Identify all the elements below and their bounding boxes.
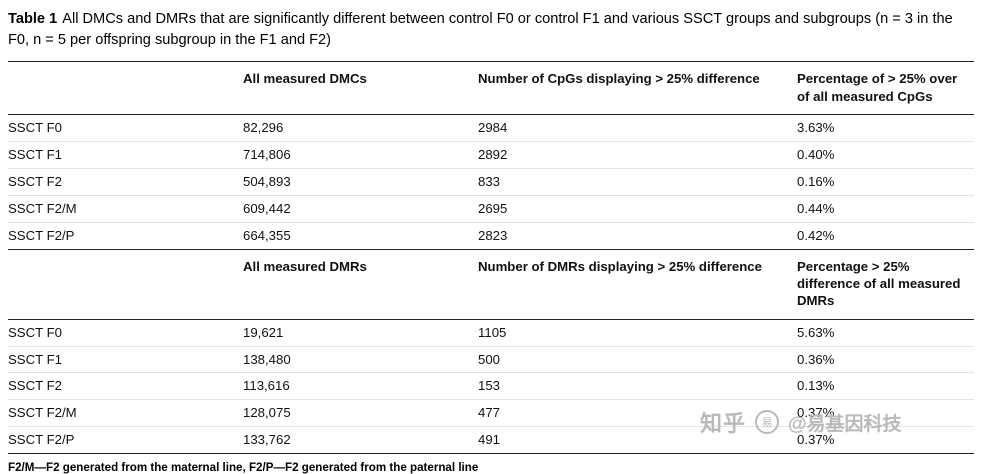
- row-count: 833: [478, 173, 501, 189]
- dmc-header-pct: Percentage of > 25% over of all measured…: [797, 71, 958, 104]
- row-count: 2695: [478, 200, 508, 216]
- table-row: SSCT F2/M 128,075 477 0.37%: [8, 400, 974, 428]
- table-caption: Table 1 All DMCs and DMRs that are signif…: [8, 9, 974, 50]
- row-count: 477: [478, 405, 501, 421]
- row-count: 491: [478, 432, 501, 448]
- dmc-body: SSCT F0 82,296 2984 3.63% SSCT F1 714,80…: [8, 115, 974, 248]
- row-label: SSCT F2/M: [8, 405, 77, 421]
- row-label: SSCT F0: [8, 324, 62, 340]
- row-count: 153: [478, 378, 501, 394]
- row-label: SSCT F2/P: [8, 432, 75, 448]
- row-count: 2823: [478, 227, 508, 243]
- row-label: SSCT F2: [8, 173, 62, 189]
- row-all-measured: 113,616: [243, 378, 290, 394]
- row-all-measured: 714,806: [243, 147, 291, 163]
- row-label: SSCT F2: [8, 378, 62, 394]
- row-count: 2892: [478, 147, 508, 163]
- table-row: SSCT F2 504,893 833 0.16%: [8, 169, 974, 196]
- row-all-measured: 609,442: [243, 200, 291, 216]
- dmc-header-empty: [8, 62, 243, 114]
- dmr-header-empty: [8, 250, 243, 319]
- row-all-measured: 19,621: [243, 324, 284, 340]
- row-percentage: 0.13%: [797, 378, 835, 394]
- table-caption-text: All DMCs and DMRs that are significantly…: [8, 11, 953, 48]
- row-label: SSCT F0: [8, 120, 62, 136]
- row-all-measured: 133,762: [243, 432, 291, 448]
- row-all-measured: 138,480: [243, 351, 291, 367]
- table-row: SSCT F2/M 609,442 2695 0.44%: [8, 196, 974, 223]
- table-1: All measured DMCs Number of CpGs display…: [8, 61, 974, 454]
- dmc-header-all: All measured DMCs: [243, 71, 367, 87]
- table-row: SSCT F2/P 133,762 491 0.37%: [8, 427, 974, 453]
- dmr-header-row: All measured DMRs Number of DMRs display…: [8, 248, 974, 320]
- table-row: SSCT F0 82,296 2984 3.63%: [8, 115, 974, 143]
- table-row: SSCT F1 138,480 500 0.36%: [8, 347, 974, 374]
- row-label: SSCT F2/M: [8, 200, 77, 216]
- row-label: SSCT F1: [8, 147, 62, 163]
- dmc-header-row: All measured DMCs Number of CpGs display…: [8, 61, 974, 116]
- row-percentage: 0.42%: [797, 227, 835, 243]
- row-percentage: 0.40%: [797, 147, 835, 163]
- row-percentage: 0.36%: [797, 351, 835, 367]
- table-row: SSCT F0 19,621 1105 5.63%: [8, 320, 974, 347]
- watermark: 知乎 易 @易基因科技: [700, 406, 902, 438]
- row-all-measured: 82,296: [243, 120, 284, 136]
- row-percentage: 5.63%: [797, 324, 835, 340]
- row-percentage: 0.37%: [797, 405, 835, 421]
- table-caption-label: Table 1: [8, 11, 58, 27]
- dmr-body: SSCT F0 19,621 1105 5.63% SSCT F1 138,48…: [8, 320, 974, 453]
- dmr-header-all: All measured DMRs: [243, 258, 367, 274]
- row-label: SSCT F1: [8, 351, 62, 367]
- dmr-header-count: Number of DMRs displaying > 25% differen…: [478, 258, 762, 274]
- row-percentage: 0.37%: [797, 432, 835, 448]
- row-percentage: 0.16%: [797, 173, 835, 189]
- row-all-measured: 504,893: [243, 173, 291, 189]
- watermark-handle: @易基因科技: [788, 413, 902, 435]
- watermark-brand: 知乎: [700, 411, 747, 436]
- row-count: 1105: [478, 324, 507, 340]
- table-row: SSCT F2 113,616 153 0.13%: [8, 373, 974, 401]
- row-all-measured: 128,075: [243, 405, 291, 421]
- row-label: SSCT F2/P: [8, 227, 75, 243]
- watermark-logo-icon: 易: [755, 410, 780, 434]
- row-percentage: 0.44%: [797, 200, 835, 216]
- row-count: 500: [478, 351, 501, 367]
- row-all-measured: 664,355: [243, 227, 291, 243]
- table-row: SSCT F1 714,806 2892 0.40%: [8, 142, 974, 169]
- table-row: SSCT F2/P 664,355 2823 0.42%: [8, 223, 974, 249]
- dmr-header-pct: Percentage > 25% difference of all measu…: [797, 258, 961, 309]
- row-count: 2984: [478, 120, 508, 136]
- row-percentage: 3.63%: [797, 120, 835, 136]
- dmc-header-count: Number of CpGs displaying > 25% differen…: [478, 71, 760, 87]
